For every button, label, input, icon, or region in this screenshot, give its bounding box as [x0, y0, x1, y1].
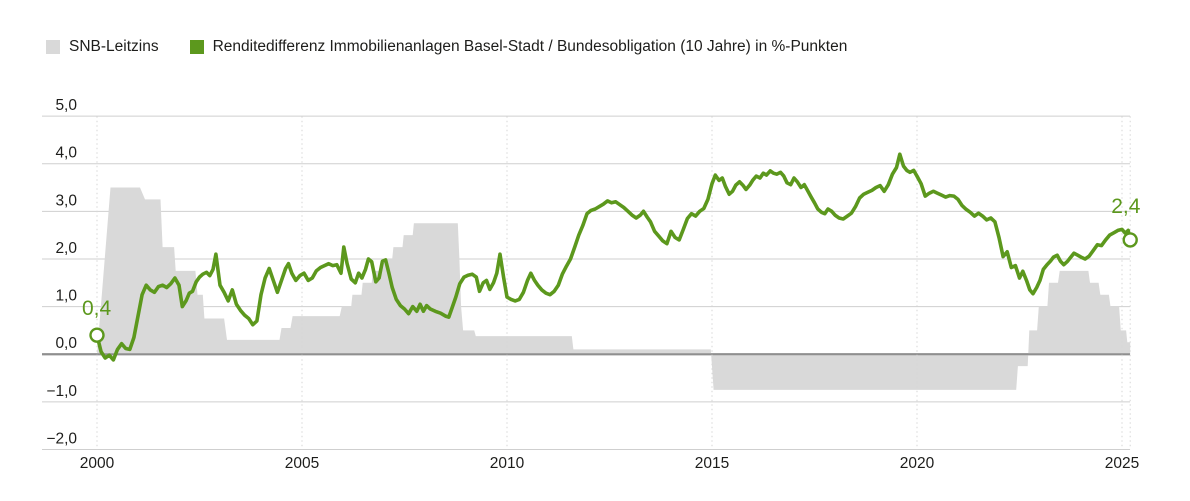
legend-item-renditedifferenz: Renditedifferenz Immobilienanlagen Basel…	[189, 38, 848, 55]
end-value-annotation: 2,4	[1111, 194, 1141, 218]
legend-item-snb-leitzins: SNB-Leitzins	[46, 39, 159, 55]
x-axis-label: 2025	[1105, 455, 1139, 472]
y-axis-label: −1,0	[46, 383, 77, 400]
y-axis-label: 4,0	[55, 145, 77, 162]
start-point-marker	[89, 327, 105, 343]
renditedifferenz-line	[95, 152, 1132, 362]
x-axis-label: 2020	[900, 455, 935, 472]
end-point-marker	[1122, 232, 1138, 248]
x-axis-label: 2005	[285, 455, 319, 472]
x-axis-label: 2010	[490, 455, 525, 472]
y-axis-label: −2,0	[46, 430, 77, 447]
y-axis-label: 3,0	[55, 192, 77, 209]
start-value-annotation: 0,4	[82, 297, 112, 321]
y-axis-label: 1,0	[55, 288, 77, 305]
legend: SNB-Leitzins Renditedifferenz Immobilien…	[46, 39, 847, 55]
x-axis-label: 2015	[695, 455, 729, 472]
legend-label: SNB-Leitzins	[69, 38, 159, 55]
gray-swatch-icon	[46, 40, 60, 54]
green-swatch-icon	[189, 40, 204, 54]
legend-label: Renditedifferenz Immobilienanlagen Basel…	[212, 38, 848, 55]
y-axis-label: 5,0	[55, 97, 77, 114]
snb-leitzins-area	[97, 187, 1131, 390]
y-axis-label: 0,0	[55, 335, 77, 352]
x-axis-label: 2000	[80, 455, 115, 472]
y-axis-label: 2,0	[55, 240, 77, 257]
